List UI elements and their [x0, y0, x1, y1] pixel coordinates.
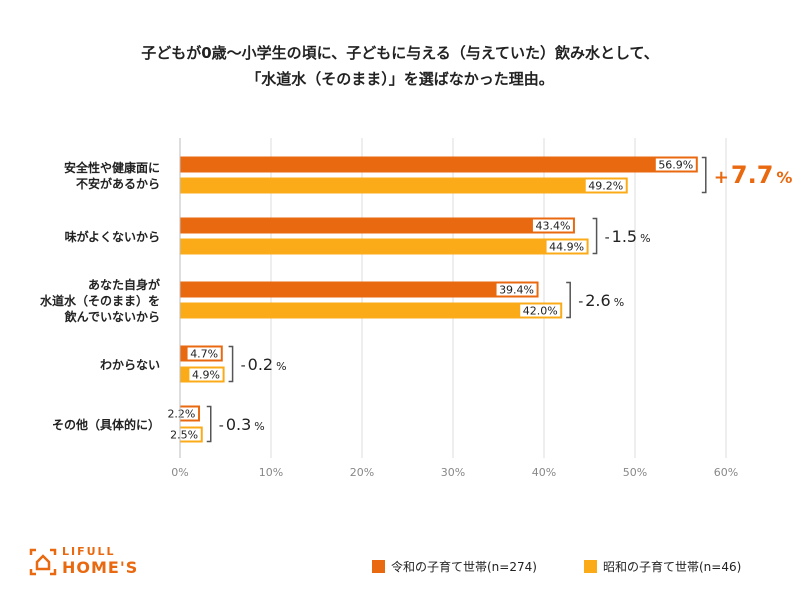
- legend-item-showa: 昭和の子育て世帯(n=46): [584, 558, 741, 575]
- data-label-box: [187, 347, 221, 360]
- category-label: わからない: [100, 358, 160, 372]
- difference-bracket: [566, 281, 571, 319]
- data-label: 43.4%: [535, 220, 570, 233]
- data-label-box: [532, 219, 573, 232]
- house-icon: [29, 548, 57, 576]
- data-label: 39.4%: [499, 284, 534, 297]
- legend-item-reiwa: 令和の子育て世帯(n=274): [372, 558, 537, 575]
- bar-showa: [180, 238, 589, 255]
- chart-title-line1: 子どもが0歳〜小学生の頃に、子どもに与える（与えていた）飲み水として、: [141, 44, 659, 62]
- data-label: 2.2%: [167, 408, 195, 421]
- difference-label: -2.6%: [578, 291, 624, 310]
- bar-reiwa: [180, 281, 539, 298]
- legend-swatch-reiwa: [372, 560, 385, 573]
- data-label: 4.7%: [190, 348, 218, 361]
- data-label-box: [546, 240, 587, 253]
- bar-showa: [180, 302, 563, 319]
- x-tick-label: 20%: [350, 466, 374, 479]
- difference-bracket: [206, 405, 212, 443]
- chart-title-line2: 「水道水（そのまま）」を選ばなかった理由。: [246, 70, 554, 88]
- data-label: 42.0%: [523, 305, 558, 318]
- data-label: 49.2%: [588, 180, 623, 193]
- data-label: 44.9%: [549, 241, 584, 254]
- data-label-box: [655, 158, 696, 171]
- legend-label-reiwa: 令和の子育て世帯(n=274): [391, 560, 537, 574]
- category-label: その他（具体的に）: [52, 417, 160, 432]
- bar-showa: [180, 177, 628, 194]
- data-label: 4.9%: [192, 369, 220, 382]
- difference-bracket: [701, 156, 707, 194]
- data-label: 2.5%: [170, 429, 198, 442]
- difference-label: -0.3%: [219, 415, 265, 434]
- lifull-homes-logo: LIFULL HOME'S: [28, 545, 168, 581]
- data-label-box: [164, 407, 199, 420]
- category-label: 安全性や健康面に: [64, 160, 160, 175]
- x-tick-label: 40%: [532, 466, 556, 479]
- x-tick-label: 10%: [259, 466, 283, 479]
- data-label: 56.9%: [658, 159, 693, 172]
- x-tick-label: 50%: [623, 466, 647, 479]
- data-label-box: [520, 304, 561, 317]
- category-label: 水道水（そのまま）を: [40, 293, 160, 308]
- data-label-box: [496, 283, 537, 296]
- bar-reiwa: [180, 217, 575, 234]
- difference-label: -1.5%: [605, 227, 651, 246]
- legend-label-showa: 昭和の子育て世帯(n=46): [603, 560, 742, 574]
- data-label-box: [167, 428, 201, 441]
- logo-text-bottom: HOME'S: [62, 558, 139, 577]
- x-tick-label: 0%: [171, 466, 188, 479]
- x-tick-label: 60%: [714, 466, 738, 479]
- difference-label: +7.7%: [714, 161, 793, 189]
- category-label: 味がよくないから: [65, 229, 160, 244]
- category-label: あなた自身が: [88, 277, 160, 292]
- difference-bracket: [592, 217, 598, 255]
- legend-swatch-showa: [584, 560, 597, 573]
- x-tick-label: 30%: [441, 466, 465, 479]
- category-label: 不安があるから: [76, 176, 160, 191]
- difference-bracket: [228, 345, 234, 383]
- difference-label: -0.2%: [241, 355, 287, 374]
- bar-reiwa: [180, 156, 698, 173]
- data-label-box: [189, 368, 223, 381]
- category-label: 飲んでいないから: [64, 309, 160, 324]
- logo-text-top: LIFULL: [62, 545, 116, 558]
- data-label-box: [585, 179, 626, 192]
